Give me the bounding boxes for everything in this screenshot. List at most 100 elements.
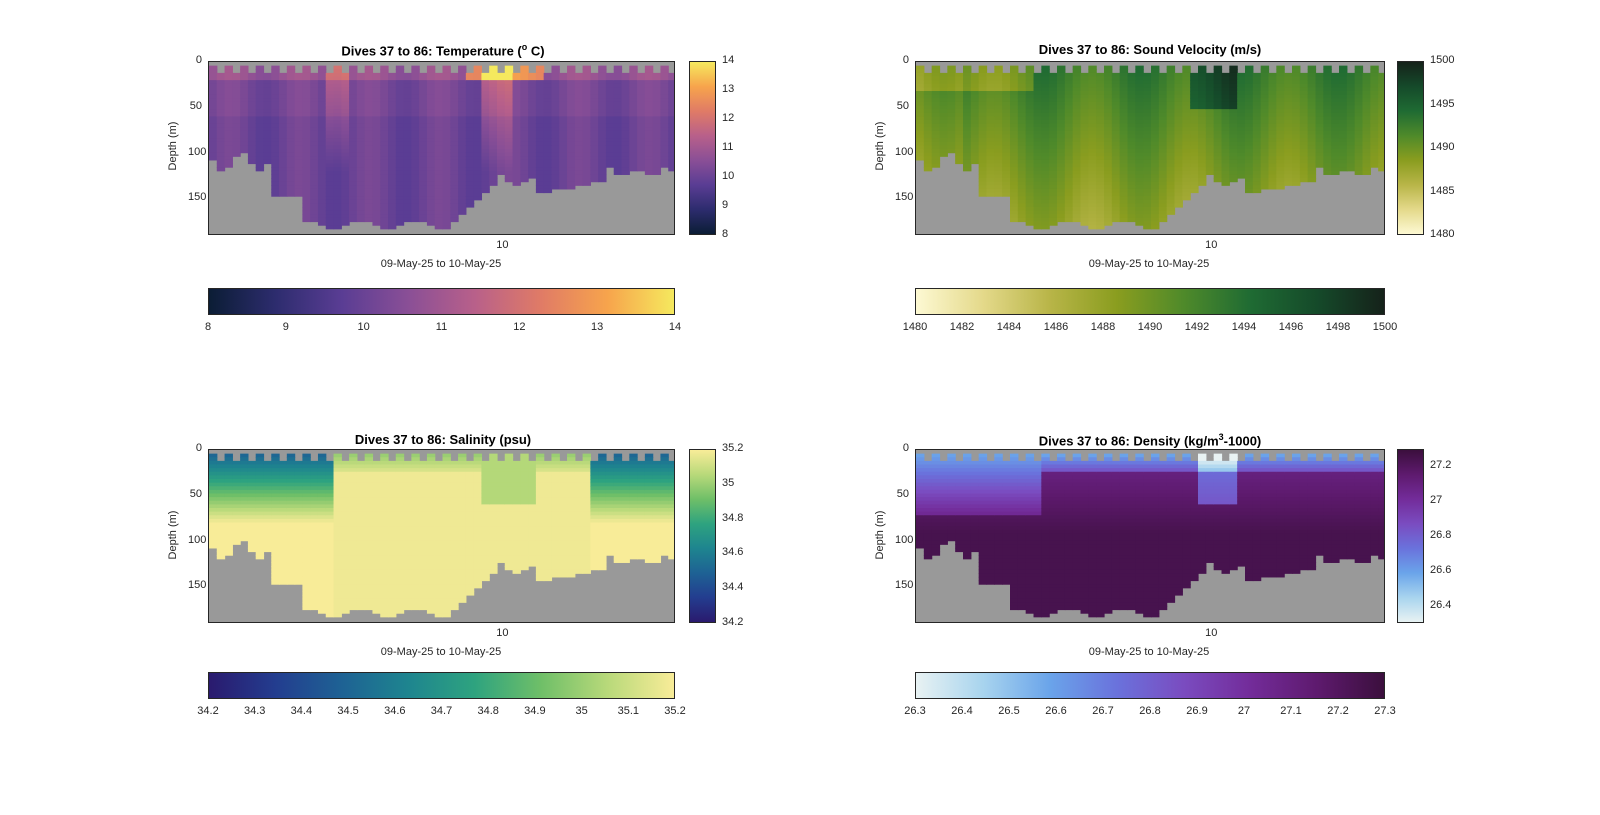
data-cell [388, 199, 397, 204]
data-cell [240, 65, 249, 70]
data-cell [1315, 127, 1324, 132]
data-cell [247, 116, 257, 121]
data-cell [520, 101, 529, 107]
data-cell [216, 152, 226, 157]
data-cell [1245, 76, 1254, 81]
data-cell [442, 192, 451, 197]
data-cell [1299, 178, 1309, 183]
data-cell [629, 65, 638, 70]
data-cell [349, 76, 358, 81]
data-cell [923, 112, 933, 117]
data-cell [1245, 134, 1254, 139]
data-cell [986, 120, 995, 125]
data-cell [1151, 210, 1160, 215]
data-cell [986, 152, 995, 157]
data-cell [986, 134, 995, 139]
data-cell [209, 497, 218, 502]
data-cell [559, 109, 568, 114]
data-cell [1370, 127, 1379, 132]
data-cell [1017, 98, 1027, 103]
data-cell [489, 163, 498, 168]
data-column [551, 65, 560, 190]
data-cell [263, 489, 272, 495]
data-cell [543, 170, 553, 175]
data-cell [1213, 87, 1223, 92]
data-cell [1174, 87, 1183, 92]
data-cell [286, 457, 296, 462]
data-cell [1213, 156, 1223, 161]
data-cell [1237, 105, 1246, 110]
data-cell [1017, 178, 1027, 183]
data-cell [364, 152, 374, 157]
data-cell [1072, 199, 1082, 204]
data-cell [489, 109, 498, 114]
data-cell [458, 87, 467, 92]
data-cell [294, 486, 303, 491]
data-cell [1119, 101, 1129, 107]
data-cell [994, 123, 1003, 128]
data-cell [341, 156, 350, 161]
data-cell [349, 138, 358, 143]
data-cell [1284, 91, 1293, 96]
data-cell [1229, 65, 1238, 70]
data-cell [317, 504, 327, 509]
data-column [450, 72, 459, 223]
data-cell [1276, 72, 1285, 78]
data-cell [325, 199, 335, 204]
data-cell [240, 493, 249, 498]
data-cell [963, 123, 972, 128]
data-cell [559, 152, 568, 157]
heatmap-svg [916, 65, 1384, 230]
data-cell [232, 109, 241, 114]
data-cell [1151, 217, 1160, 223]
data-cell [535, 145, 545, 150]
data-cell [528, 72, 537, 78]
data-cell [426, 91, 436, 96]
data-cell [442, 101, 451, 107]
data-cell [426, 207, 436, 212]
data-cell [551, 163, 560, 168]
data-cell [349, 69, 358, 74]
data-cell [1174, 170, 1183, 175]
data-cell [1135, 170, 1144, 175]
data-cell [1049, 210, 1058, 215]
y-axis-label: Depth (m) [167, 510, 179, 560]
data-cell [442, 69, 451, 74]
data-cell [442, 199, 451, 204]
data-cell [356, 192, 366, 197]
data-cell [341, 130, 350, 136]
data-cell [535, 185, 545, 190]
data-cell [216, 141, 226, 146]
data-cell [333, 80, 342, 85]
data-cell [1213, 65, 1223, 70]
data-cell [349, 537, 358, 542]
data-cell [325, 210, 335, 215]
data-cell [994, 156, 1003, 161]
data-cell [1041, 130, 1050, 136]
data-cell [504, 134, 514, 139]
data-cell [994, 174, 1003, 179]
data-cell [302, 109, 311, 114]
data-cell [496, 83, 506, 88]
data-cell [1276, 76, 1285, 81]
data-cell [232, 91, 241, 96]
data-cell [1252, 91, 1262, 96]
data-cell [364, 210, 374, 215]
data-cell [271, 576, 280, 582]
data-cell [528, 105, 537, 110]
data-cell [372, 112, 381, 117]
data-cell [621, 91, 630, 96]
data-cell [442, 76, 451, 81]
data-cell [473, 80, 483, 85]
data-cell [356, 203, 366, 208]
data-cell [629, 152, 638, 157]
data-cell [621, 87, 630, 92]
data-cell [939, 145, 948, 150]
data-cell [504, 167, 514, 172]
data-cell [489, 98, 498, 103]
data-cell [1080, 199, 1089, 204]
data-cell [317, 511, 327, 516]
data-cell [286, 174, 296, 179]
data-cell [582, 152, 591, 157]
data-cell [1033, 225, 1042, 230]
